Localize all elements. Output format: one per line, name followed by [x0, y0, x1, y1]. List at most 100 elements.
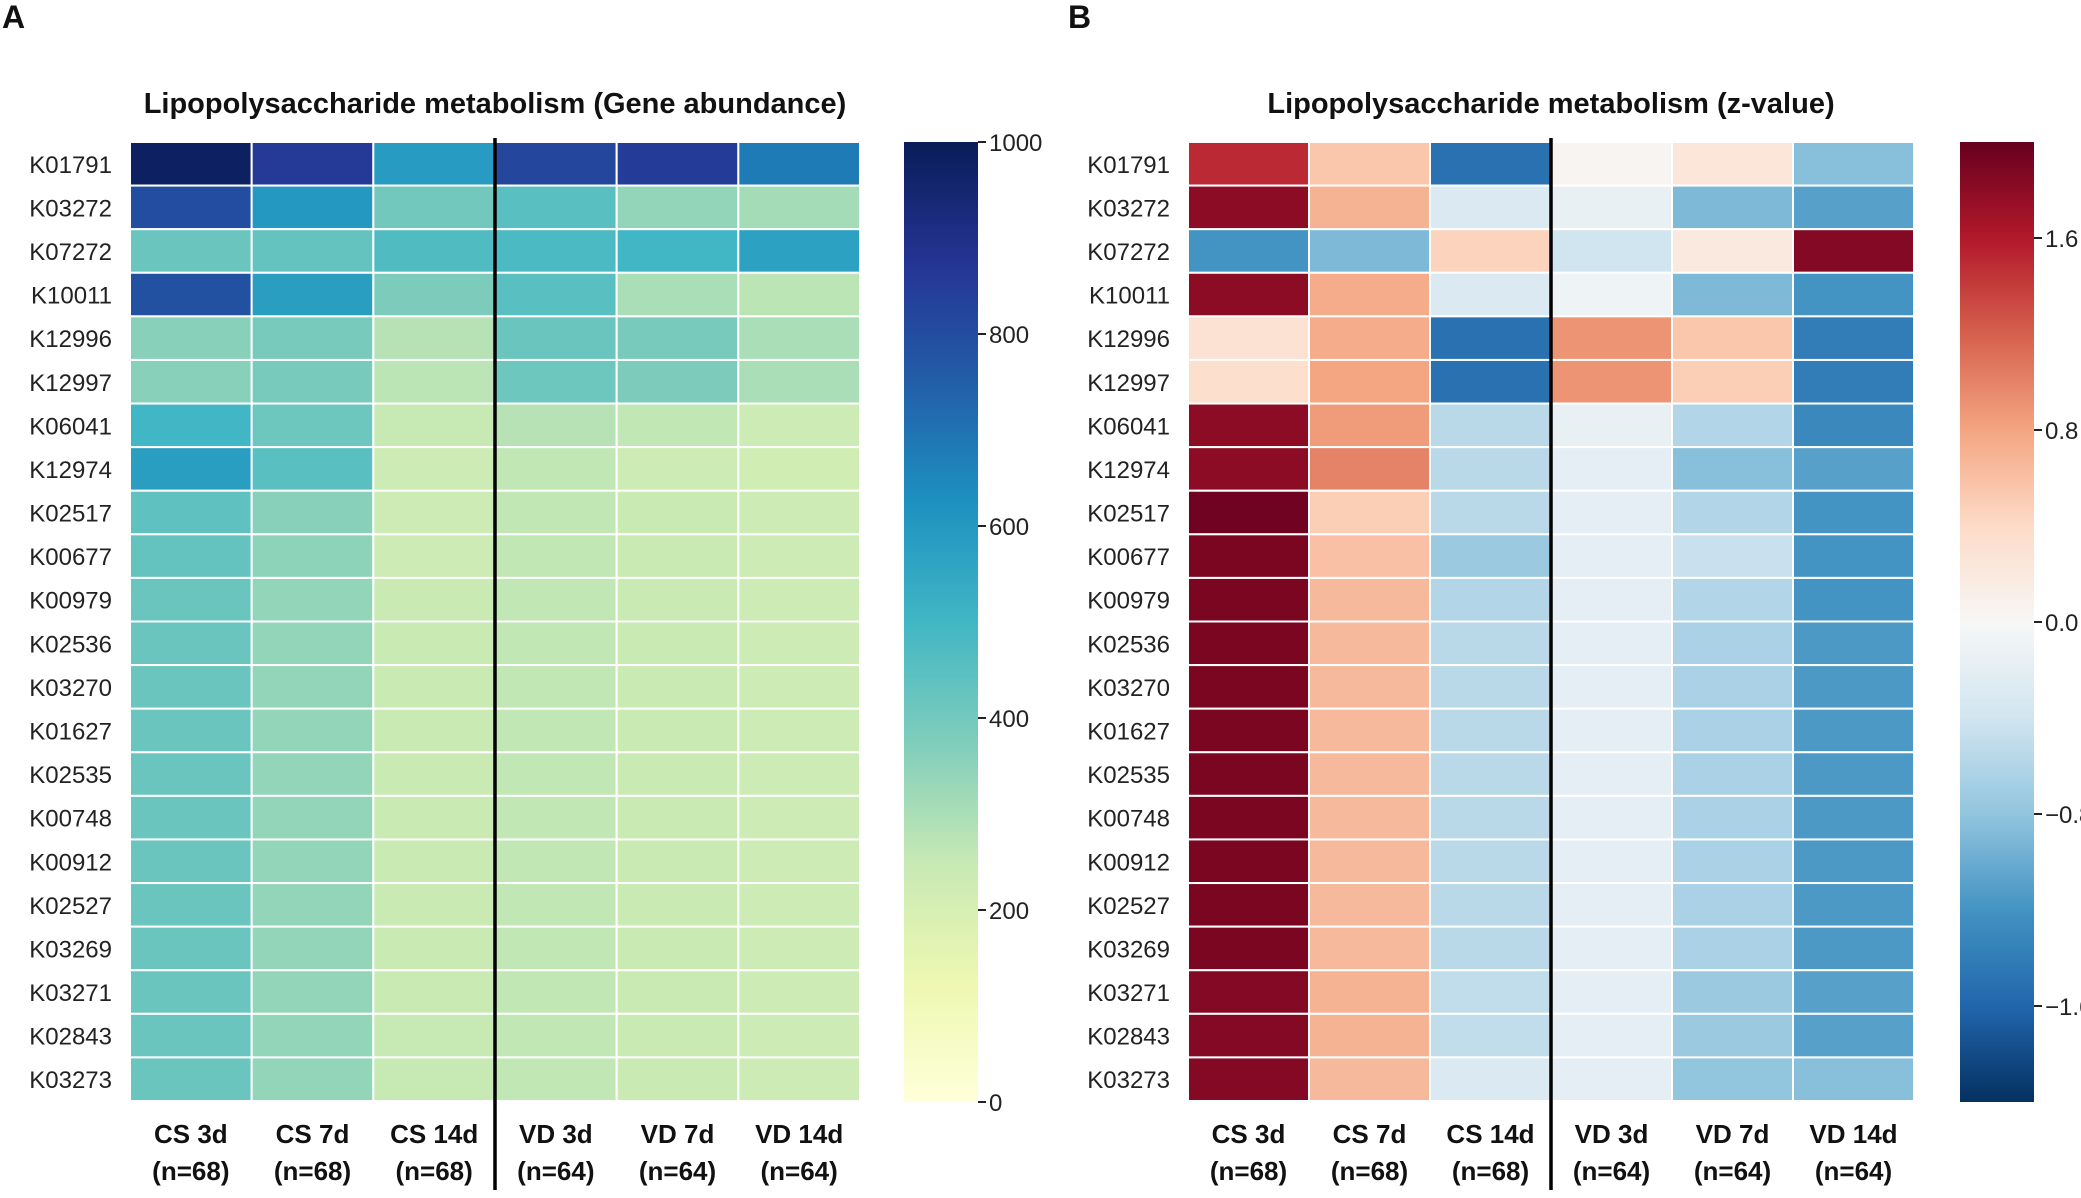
row-label: K03269 [29, 936, 112, 963]
heatmap-cell [250, 402, 375, 449]
heatmap-cell [1187, 489, 1310, 536]
heatmap-cell [1308, 969, 1431, 1015]
heatmap-cell [615, 925, 740, 972]
heatmap-cell [250, 1056, 375, 1103]
colorbar-tick-label: 400 [989, 706, 1029, 733]
heatmap-cell [250, 751, 375, 797]
row-label: K00979 [1087, 588, 1170, 615]
heatmap-cell [737, 358, 862, 405]
heatmap-cell [1308, 794, 1431, 841]
heatmap-cell [250, 969, 375, 1015]
heatmap-cell [494, 1056, 618, 1103]
row-label: K00912 [1087, 849, 1170, 876]
heatmap-cell [1792, 271, 1915, 318]
heatmap-cell [1187, 533, 1310, 579]
row-label: K02527 [1087, 893, 1170, 920]
column-label: CS 3d [1212, 1119, 1286, 1149]
row-label: K02843 [29, 1024, 112, 1051]
heatmap-cell [1187, 664, 1310, 710]
heatmap-cell [1671, 838, 1794, 885]
chart-title: Lipopolysaccharide metabolism (z-value) [1267, 88, 1834, 120]
heatmap-cell [737, 141, 862, 187]
heatmap-cell [1308, 1056, 1431, 1103]
heatmap-cell [737, 1056, 862, 1103]
heatmap-cell [1550, 489, 1673, 536]
heatmap-cell [129, 184, 253, 231]
colorbar-tick-label: 1000 [989, 130, 1042, 157]
heatmap-cell [129, 1056, 253, 1103]
heatmap-cell [737, 533, 862, 579]
heatmap-cell [1671, 315, 1794, 361]
heatmap-cell [1792, 969, 1915, 1015]
column-label-n: (n=64) [1573, 1156, 1650, 1186]
heatmap-cell [129, 882, 253, 928]
heatmap-cell [129, 446, 253, 492]
heatmap-cell [1187, 1012, 1310, 1059]
heatmap-cell [250, 838, 375, 885]
heatmap-cell [1792, 664, 1915, 710]
colorbar-tick-label: 800 [989, 322, 1029, 349]
heatmap-cell [1308, 358, 1431, 405]
heatmap-cell [615, 620, 740, 667]
heatmap-cell [1550, 664, 1673, 710]
heatmap-cell [1671, 141, 1794, 187]
heatmap-cell [1550, 1012, 1673, 1059]
heatmap-cell [1792, 489, 1915, 536]
column-label: CS 14d [1446, 1119, 1534, 1149]
row-label: K10011 [1089, 283, 1170, 310]
heatmap-cell [372, 1056, 496, 1103]
heatmap-cell [1550, 228, 1673, 274]
heatmap-cell [129, 751, 253, 797]
heatmap-cell [1671, 751, 1794, 797]
heatmap-cell [737, 838, 862, 885]
heatmap-cell [250, 576, 375, 623]
heatmap-cell [372, 446, 496, 492]
row-label: K03273 [29, 1067, 112, 1094]
heatmap-cell [129, 620, 253, 667]
heatmap-cell [1308, 141, 1431, 187]
heatmap-cell [1550, 271, 1673, 318]
heatmap-cell [250, 358, 375, 405]
heatmap-cell [1429, 315, 1552, 361]
heatmap-cell [250, 664, 375, 710]
heatmap-cell [615, 271, 740, 318]
heatmap-cell [494, 184, 618, 231]
heatmap-cell [1550, 838, 1673, 885]
heatmap-cell [372, 489, 496, 536]
heatmap-cell [1550, 358, 1673, 405]
heatmap-cell [1671, 707, 1794, 754]
heatmap-cell [1187, 838, 1310, 885]
heatmap-cell [1308, 533, 1431, 579]
row-label: K03272 [29, 195, 112, 222]
heatmap-cell [1429, 184, 1552, 231]
colorbar-tick-label: 1.6 [2045, 226, 2078, 253]
heatmap-cell [1429, 1056, 1552, 1103]
heatmap-cell [615, 969, 740, 1015]
heatmap-cell [129, 1012, 253, 1059]
heatmap-cell [250, 620, 375, 667]
heatmap-cell [1429, 925, 1552, 972]
row-label: K06041 [1087, 413, 1170, 440]
heatmap-cell [494, 620, 618, 667]
heatmap-cell [494, 1012, 618, 1059]
heatmap-cell [372, 141, 496, 187]
heatmap-cell [737, 882, 862, 928]
heatmap-cell [1187, 141, 1310, 187]
row-label: K00748 [1087, 806, 1170, 833]
panel-label: A [2, 0, 25, 35]
row-label: K02536 [1087, 631, 1170, 658]
row-label: K00748 [29, 806, 112, 833]
column-label-n: (n=68) [152, 1156, 229, 1186]
heatmap-cell [737, 402, 862, 449]
heatmap-cell [615, 1056, 740, 1103]
colorbar-tick-label: 0 [989, 1090, 1002, 1117]
heatmap-cell [1550, 184, 1673, 231]
heatmap-cell [1187, 707, 1310, 754]
heatmap-panel-b: B Lipopolysaccharide metabolism (z-value)… [1068, 0, 2081, 1190]
heatmap-cell [1308, 402, 1431, 449]
column-label: VD 3d [519, 1119, 593, 1149]
heatmap-panel-a: A Lipopolysaccharide metabolism (Gene abu… [2, 0, 1042, 1190]
heatmap-cell [129, 141, 253, 187]
heatmap-cell [372, 882, 496, 928]
